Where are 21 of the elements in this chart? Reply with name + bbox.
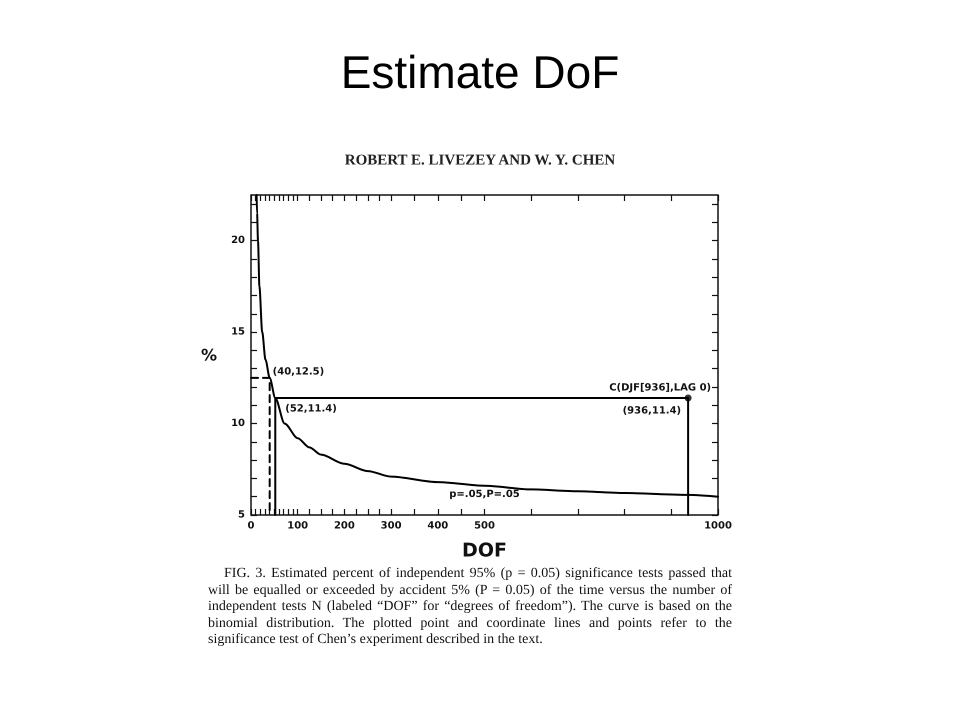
y-axis-title: % — [200, 346, 217, 364]
annotation: C(DJF[936],LAG 0) — [609, 382, 712, 394]
chart-subtitle: ROBERT E. LIVEZEY AND W. Y. CHEN — [344, 152, 616, 168]
x-tick-label: 200 — [334, 520, 355, 532]
x-tick-label: 400 — [427, 520, 448, 532]
annotation: (40,12.5) — [272, 366, 324, 378]
y-tick-label: 15 — [231, 326, 246, 338]
y-tick-label: 20 — [231, 235, 246, 246]
annotation: (936,11.4) — [622, 405, 682, 416]
x-tick-label: 100 — [287, 520, 308, 532]
series-label: p=.05,P=.05 — [449, 489, 520, 500]
y-tick-label: 10 — [231, 418, 246, 430]
caption: FIG. 3. Estimated percent of independent 95% (p = 0.05) significance tests passed that will be equalled or exceeded by accident 5% (P = 0.05) of the time versus the number of independent tests N (labeled “DOF” for “degrees of freedom”). The curve is based on the binomial distribution. The plotted point and coordinate lines and points refer to the significance test of Chen’s experiment described in the text. — [208, 566, 732, 648]
x-tick-label: 500 — [474, 520, 495, 532]
y-tick-label: 5 — [238, 510, 246, 520]
annotation: (52,11.4) — [285, 403, 337, 414]
x-tick-label: 300 — [380, 520, 402, 532]
chart-title: Estimate DoF — [340, 46, 620, 98]
x-tick-label: 1000 — [704, 520, 732, 532]
x-axis-title: DOF — [462, 540, 507, 562]
x-tick-label: 0 — [248, 520, 255, 532]
